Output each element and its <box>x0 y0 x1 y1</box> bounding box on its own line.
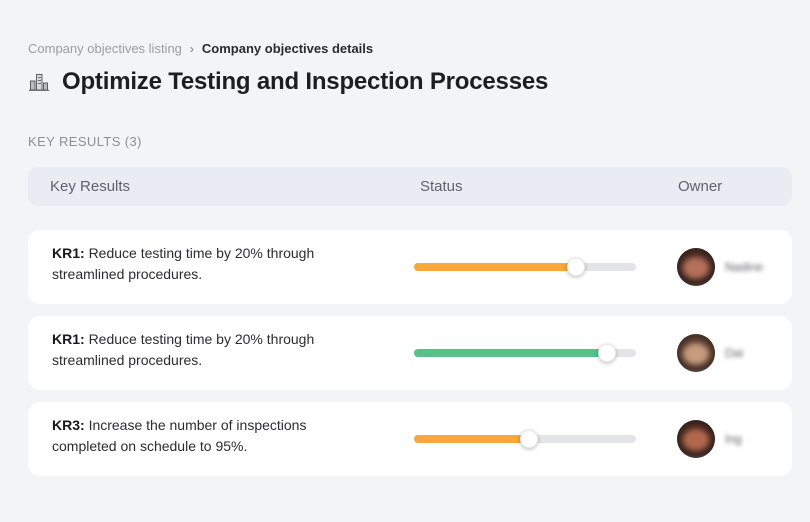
owner-cell: Nadine <box>677 248 763 286</box>
key-result-row[interactable]: KR3: Increase the number of inspections … <box>28 402 792 476</box>
page-title-row: Optimize Testing and Inspection Processe… <box>28 68 548 96</box>
progress-fill <box>414 435 530 443</box>
building-icon <box>28 71 50 93</box>
owner-name: Dai <box>725 346 744 360</box>
progress-fill <box>414 349 608 357</box>
breadcrumb-parent-link[interactable]: Company objectives listing <box>28 41 182 56</box>
chevron-right-icon: › <box>189 41 194 56</box>
progress-slider[interactable] <box>414 430 636 448</box>
avatar-photo <box>677 420 715 458</box>
slider-knob[interactable] <box>567 258 586 276</box>
avatar <box>677 420 715 458</box>
column-header-key-results: Key Results <box>50 178 131 195</box>
key-results-section-label: KEY RESULTS (3) <box>28 134 142 149</box>
breadcrumb-current: Company objectives details <box>201 41 374 56</box>
progress-fill <box>414 263 577 271</box>
owner-name: Ing <box>725 432 742 446</box>
kr-number-label: KR1: <box>52 331 85 347</box>
avatar-photo <box>677 248 715 286</box>
table-header: Key Results Status Owner <box>28 167 792 206</box>
breadcrumb: Company objectives listing › Company obj… <box>28 41 373 56</box>
kr-number-label: KR3: <box>52 417 85 433</box>
key-results-list: KR1: Reduce testing time by 20% through … <box>28 230 792 488</box>
key-result-text: KR1: Reduce testing time by 20% through … <box>52 329 352 371</box>
page-title: Optimize Testing and Inspection Processe… <box>62 68 549 95</box>
column-header-status: Status <box>420 178 463 195</box>
key-result-text: KR1: Reduce testing time by 20% through … <box>52 243 352 285</box>
key-result-row[interactable]: KR1: Reduce testing time by 20% through … <box>28 230 792 304</box>
key-result-row[interactable]: KR1: Reduce testing time by 20% through … <box>28 316 792 390</box>
owner-cell: Dai <box>677 334 743 372</box>
column-header-owner: Owner <box>678 178 723 195</box>
avatar <box>677 334 715 372</box>
progress-slider[interactable] <box>414 258 636 276</box>
owner-cell: Ing <box>677 420 742 458</box>
avatar <box>677 248 715 286</box>
key-result-text: KR3: Increase the number of inspections … <box>52 415 352 457</box>
kr-description: Reduce testing time by 20% through strea… <box>52 331 315 368</box>
kr-number-label: KR1: <box>52 245 85 261</box>
progress-slider[interactable] <box>414 344 636 362</box>
avatar-photo <box>677 334 715 372</box>
kr-description: Reduce testing time by 20% through strea… <box>52 245 315 282</box>
owner-name: Nadine <box>725 260 764 274</box>
slider-knob[interactable] <box>598 344 617 362</box>
kr-description: Increase the number of inspections compl… <box>52 417 307 454</box>
slider-knob[interactable] <box>520 430 539 448</box>
